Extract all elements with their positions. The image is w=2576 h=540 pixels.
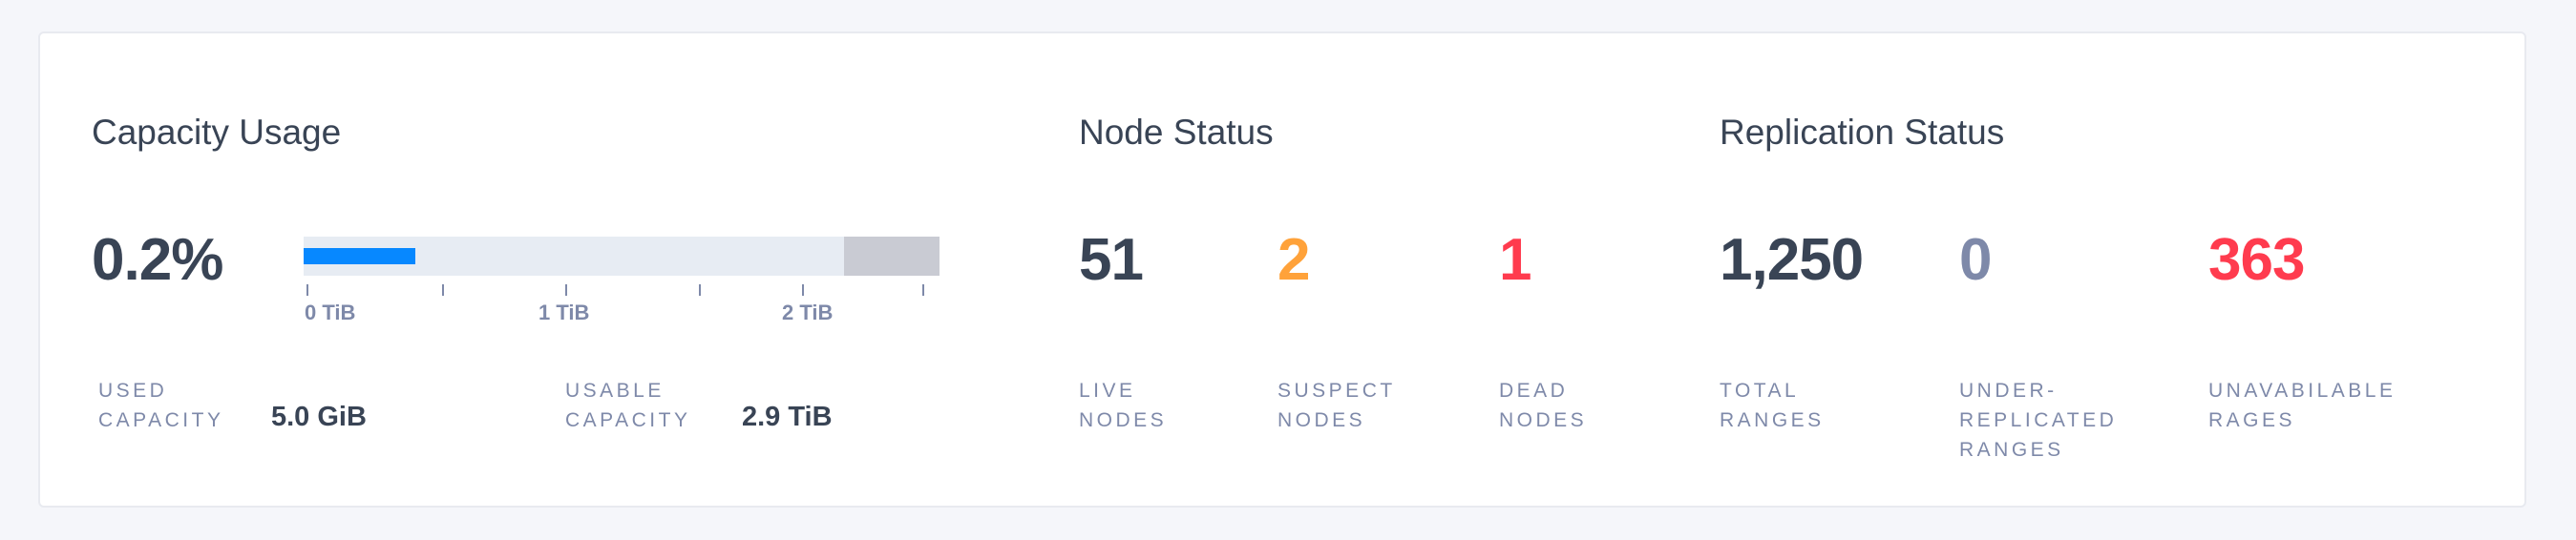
under-replicated-ranges-label: UNDER-REPLICATED RANGES [1959,380,2118,461]
unavailable-ranges-label: UNAVABILABLE RAGES [2208,380,2397,431]
capacity-bar-used [304,248,415,264]
used-capacity-label: USED CAPACITY [98,380,224,431]
total-ranges-label: TOTAL RANGES [1720,380,1825,431]
axis-tick-label: 0 TiB [305,301,356,324]
live-nodes-value: 51 [1079,227,1144,293]
dead-nodes-value: 1 [1499,227,1531,293]
usable-capacity-label: USABLE CAPACITY [565,380,691,431]
axis-tick [802,284,804,296]
usable-capacity-value: 2.9 TiB [742,402,833,432]
axis-tick-label: 2 TiB [782,301,834,324]
axis-tick [442,284,444,296]
capacity-bar [304,237,940,276]
capacity-usage-title: Capacity Usage [92,113,342,152]
axis-tick-label: 1 TiB [538,301,590,324]
suspect-nodes-label: SUSPECT NODES [1277,380,1396,431]
used-capacity-value: 5.0 GiB [271,402,367,432]
suspect-nodes-value: 2 [1277,227,1310,293]
replication-status-title: Replication Status [1720,113,2005,152]
axis-tick [699,284,701,296]
live-nodes-label: LIVE NODES [1079,380,1168,431]
under-replicated-ranges-value: 0 [1959,227,1992,293]
capacity-percent: 0.2% [92,227,223,293]
capacity-bar-reserved [844,237,940,276]
node-status-title: Node Status [1079,113,1274,152]
axis-tick [306,284,308,296]
axis-tick [922,284,924,296]
total-ranges-value: 1,250 [1720,227,1864,293]
unavailable-ranges-value: 363 [2208,227,2305,293]
dead-nodes-label: DEAD NODES [1499,380,1588,431]
axis-tick [565,284,567,296]
